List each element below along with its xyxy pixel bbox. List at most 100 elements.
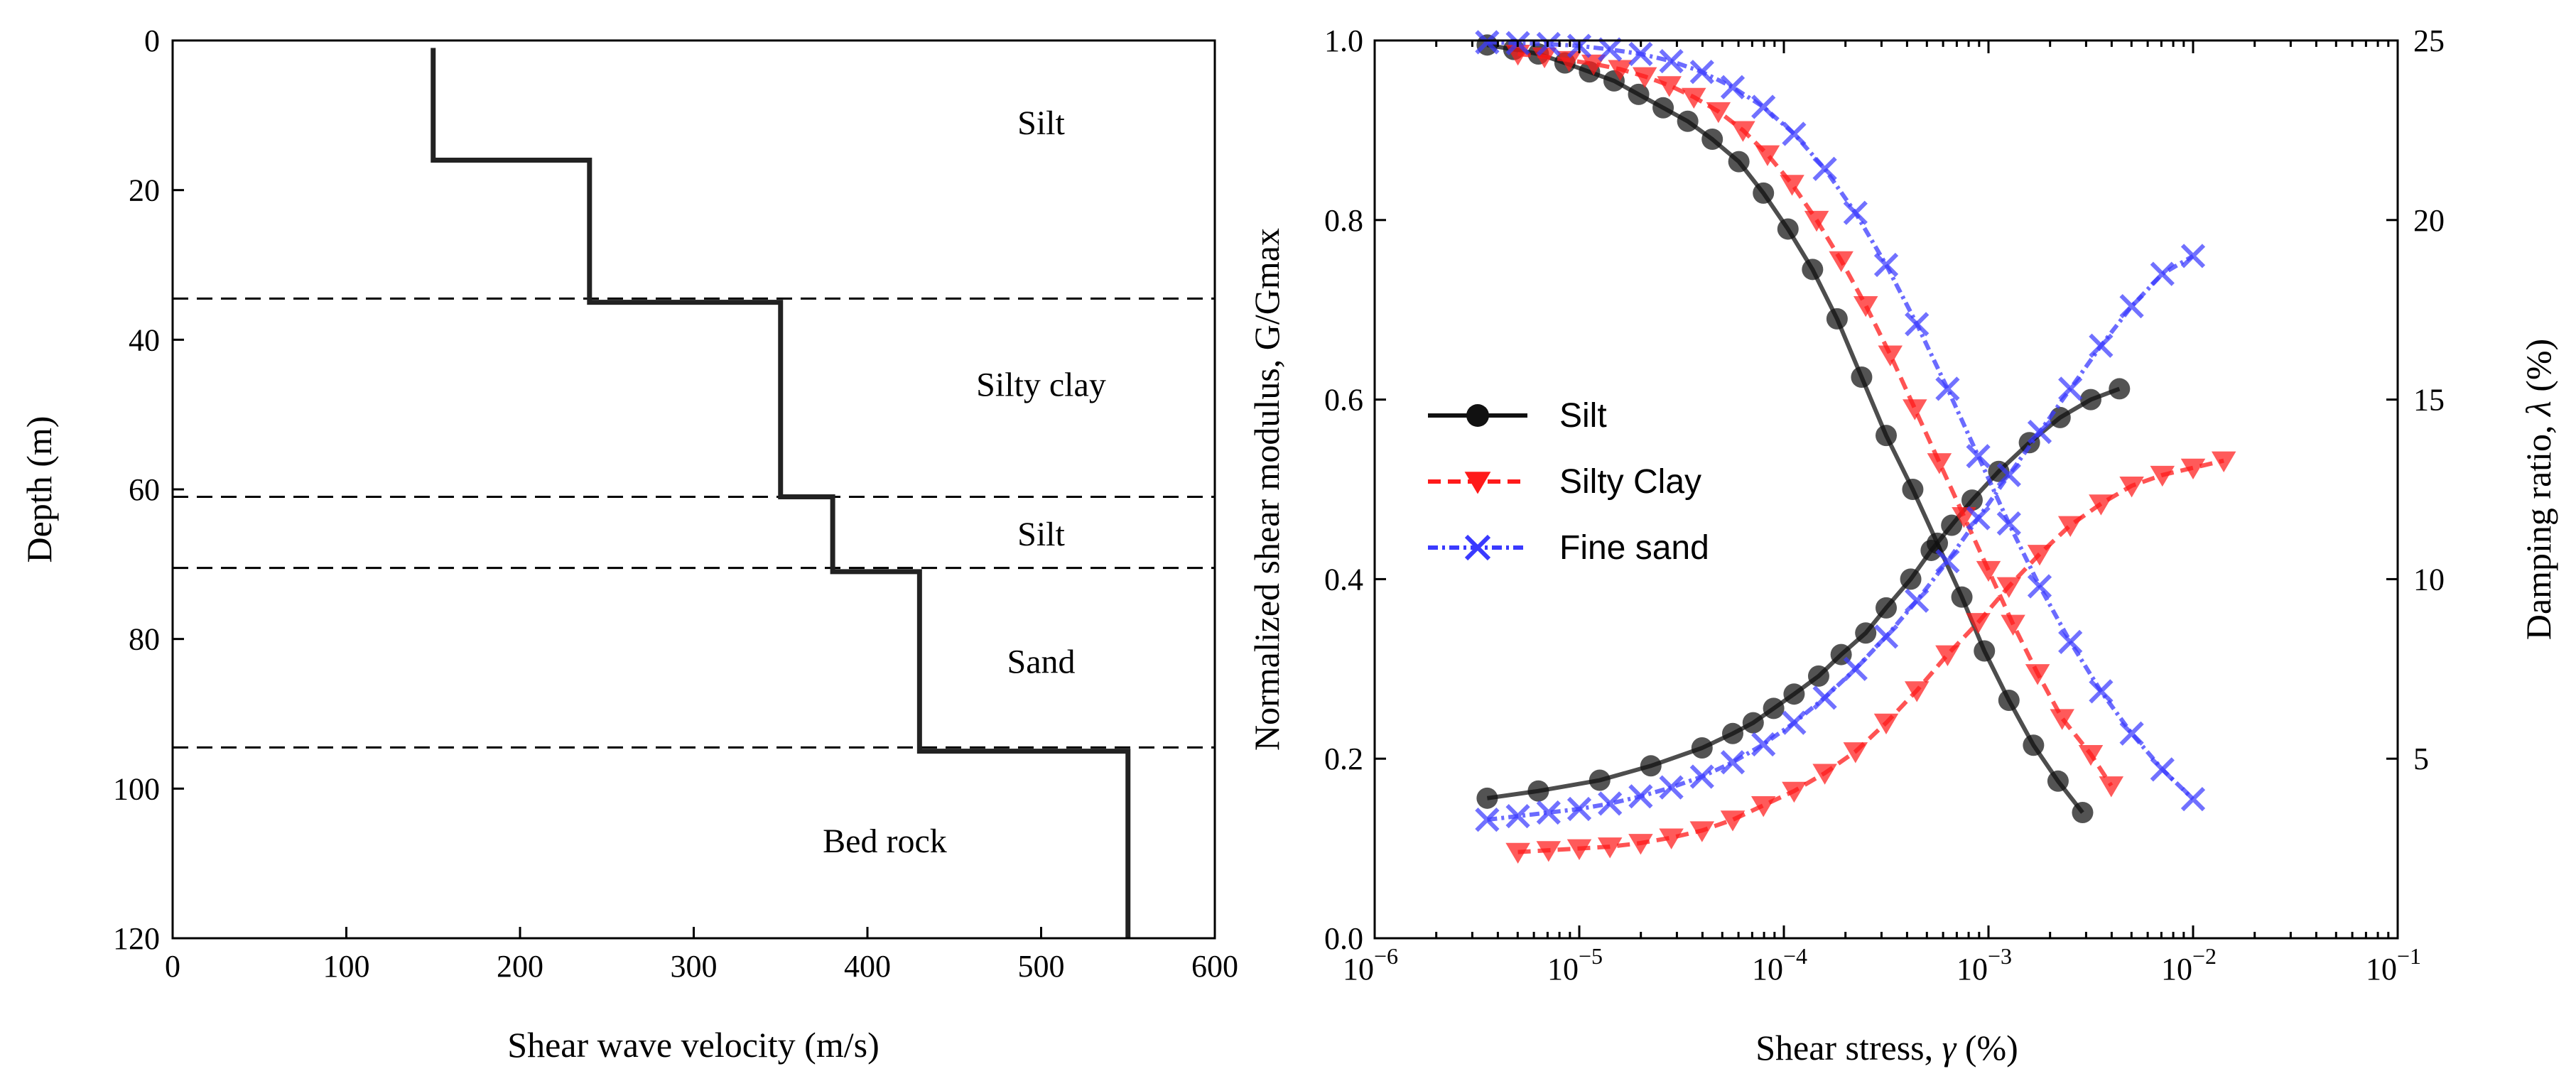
layer-label: Silt — [1017, 104, 1065, 142]
x-tick-exponent: −2 — [2192, 943, 2217, 969]
circle-marker — [1951, 586, 1973, 608]
modulus-curve — [1487, 40, 2195, 801]
triangle-marker — [1720, 810, 1746, 832]
x-marker — [1751, 732, 1776, 757]
triangle-marker — [2057, 516, 2083, 537]
circle-marker — [1902, 479, 1924, 500]
circle-marker — [1722, 722, 1743, 744]
triangle-marker — [1904, 681, 1930, 702]
triangle-marker — [2099, 776, 2124, 798]
triangle-marker — [2050, 709, 2074, 730]
triangle-marker — [1829, 251, 1853, 273]
y2-title-suffix: (%) — [2518, 339, 2558, 401]
triangle-marker — [1812, 764, 1837, 785]
x-tick-label: 400 — [844, 949, 891, 984]
x-tick-label: 100 — [323, 949, 370, 984]
circle-marker — [1900, 568, 1922, 590]
x-marker — [2058, 629, 2083, 655]
y-tick-label: 60 — [129, 472, 160, 507]
y-tick-label: 0 — [144, 23, 160, 58]
y-tick-label: 80 — [129, 622, 160, 657]
x-tick-label: 10−6 — [1343, 943, 1398, 987]
triangle-marker — [1608, 60, 1633, 81]
x-tick-exponent: −5 — [1579, 943, 1603, 969]
x-tick-exponent: −1 — [2397, 943, 2421, 969]
triangle-marker — [1731, 121, 1755, 142]
triangle-marker — [1780, 175, 1804, 196]
y-tick-label: 0.2 — [1324, 742, 1363, 776]
triangle-marker — [1804, 210, 1829, 232]
x-marker — [1689, 60, 1714, 85]
triangle-marker — [1966, 613, 1991, 634]
circle-marker — [1876, 597, 1897, 619]
triangle-marker — [1657, 76, 1682, 97]
x-tick-label: 10−2 — [2161, 943, 2217, 987]
triangle-marker — [2027, 545, 2052, 566]
x-tick-label: 300 — [671, 949, 718, 984]
circle-marker — [1728, 151, 1750, 173]
triangle-marker — [1628, 834, 1653, 855]
triangle-marker — [1927, 453, 1952, 474]
circle-marker — [1476, 787, 1498, 809]
triangle-marker — [2180, 458, 2206, 480]
triangle-marker — [2119, 477, 2144, 498]
circle-marker — [1855, 622, 1877, 644]
y2-tick-label: 15 — [2413, 383, 2445, 418]
x-tick-base: 10 — [2366, 952, 2397, 987]
x-marker — [2119, 294, 2144, 319]
circle-marker — [1783, 683, 1805, 705]
x-tick-label: 600 — [1191, 949, 1238, 984]
circle-marker — [1640, 755, 1662, 777]
x-marker — [1659, 48, 1684, 74]
x-marker — [1782, 121, 1807, 146]
x-tick-base: 10 — [2161, 952, 2192, 987]
x-tick-label: 10−4 — [1752, 943, 1807, 987]
left-plot-frame — [171, 39, 1216, 940]
circle-marker — [1876, 425, 1897, 447]
y-tick-label: 40 — [129, 322, 160, 357]
x-marker — [1843, 200, 1868, 225]
circle-marker — [1628, 83, 1650, 105]
circle-marker — [1920, 539, 1942, 561]
circle-marker — [1777, 218, 1799, 240]
circle-marker — [1961, 489, 1983, 511]
damping-curve — [1486, 386, 2121, 800]
triangle-marker — [1873, 713, 1899, 735]
triangle-marker — [1750, 795, 1776, 817]
circle-marker — [1701, 129, 1723, 151]
x-marker — [2089, 333, 2114, 358]
layer-label: Bed rock — [823, 822, 947, 860]
x-marker — [1475, 808, 1500, 832]
triangle-marker — [1566, 839, 1592, 860]
x-marker — [1873, 252, 1899, 278]
x-marker — [2180, 244, 2206, 268]
x-marker — [1905, 588, 1930, 613]
x-marker — [2150, 757, 2175, 782]
x-marker — [1566, 796, 1592, 822]
circle-marker — [1807, 665, 1829, 687]
x-title-prefix: Shear stress, — [1755, 1028, 1942, 1068]
circle-marker — [1826, 308, 1848, 330]
x-tick-label: 0 — [165, 949, 180, 984]
circle-marker — [1466, 404, 1489, 427]
x-marker — [1475, 30, 1500, 55]
triangle-marker — [2001, 614, 2025, 636]
y-tick-label: 0.6 — [1324, 383, 1363, 418]
layer-boundaries — [173, 297, 1215, 749]
x-marker — [1689, 764, 1714, 789]
x-marker — [2027, 419, 2052, 445]
triangle-marker — [1682, 87, 1706, 109]
x-marker — [1464, 534, 1491, 561]
x-marker — [2180, 786, 2206, 812]
x-marker — [1720, 750, 1746, 775]
right-y-ticks: 0.0 0.2 0.4 0.6 0.8 1.0 — [1324, 23, 1386, 956]
x-marker — [1720, 75, 1746, 99]
circle-marker — [1851, 366, 1873, 388]
velocity-profile-line — [431, 48, 1131, 938]
y-tick-label: 1.0 — [1324, 23, 1363, 58]
triangle-marker — [1536, 841, 1562, 862]
series-group — [1475, 30, 2206, 832]
x-tick-label: 10−5 — [1547, 943, 1603, 987]
triangle-marker — [2025, 664, 2050, 685]
